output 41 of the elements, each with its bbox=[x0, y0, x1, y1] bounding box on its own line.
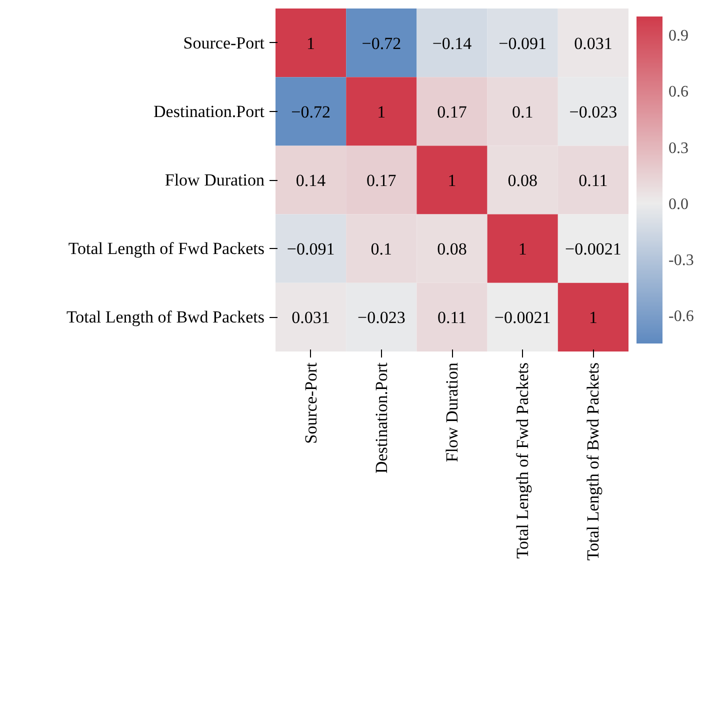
y-tick-label: Destination.Port bbox=[154, 102, 265, 121]
color-bar-label: -0.6 bbox=[668, 308, 694, 325]
data-label: −0.0021 bbox=[494, 308, 551, 328]
data-label: 0.11 bbox=[578, 171, 608, 190]
x-tick-label: Destination.Port bbox=[372, 362, 391, 474]
data-label: −0.023 bbox=[569, 102, 618, 122]
color-bar-label: -0.3 bbox=[668, 252, 694, 269]
data-label: 1 bbox=[518, 240, 527, 259]
data-label: 0.08 bbox=[508, 171, 538, 190]
data-label: 0.031 bbox=[574, 34, 612, 53]
x-tick-label: Total Length of Bwd Packets bbox=[584, 362, 603, 561]
data-label: 0.17 bbox=[366, 171, 397, 190]
data-label: −0.72 bbox=[362, 34, 402, 53]
color-bar-label: 0.0 bbox=[668, 196, 688, 213]
y-tick-label: Total Length of Fwd Packets bbox=[68, 239, 265, 258]
data-label: 0.11 bbox=[437, 308, 467, 328]
data-label: −0.091 bbox=[498, 34, 547, 53]
data-label: 0.17 bbox=[437, 102, 468, 122]
data-label: 0.08 bbox=[437, 240, 467, 259]
data-label: 0.14 bbox=[296, 171, 326, 190]
x-tick-label: Source-Port bbox=[301, 362, 320, 444]
data-label: −0.72 bbox=[291, 102, 330, 122]
data-label: 0.1 bbox=[512, 102, 534, 122]
x-tick-label: Total Length of Fwd Packets bbox=[513, 362, 532, 559]
color-bar-label: 0.9 bbox=[668, 28, 688, 45]
data-label: −0.14 bbox=[432, 34, 472, 53]
data-label: 1 bbox=[377, 102, 386, 122]
data-label: −0.0021 bbox=[565, 240, 622, 259]
color-bar-label: 0.3 bbox=[668, 140, 688, 157]
data-label: 0.031 bbox=[292, 308, 330, 328]
y-tick-label: Source-Port bbox=[183, 33, 265, 52]
data-label: 1 bbox=[588, 308, 598, 328]
data-label: 0.1 bbox=[370, 240, 392, 259]
data-label: −0.091 bbox=[286, 240, 335, 259]
data-label: 1 bbox=[448, 171, 456, 190]
y-tick-label: Total Length of Bwd Packets bbox=[66, 308, 265, 327]
data-label: 1 bbox=[306, 34, 316, 53]
y-tick-label: Flow Duration bbox=[164, 170, 265, 190]
color-bar-label: 0.6 bbox=[668, 84, 688, 101]
data-label: −0.023 bbox=[357, 308, 406, 328]
x-tick-label: Flow Duration bbox=[442, 362, 462, 462]
